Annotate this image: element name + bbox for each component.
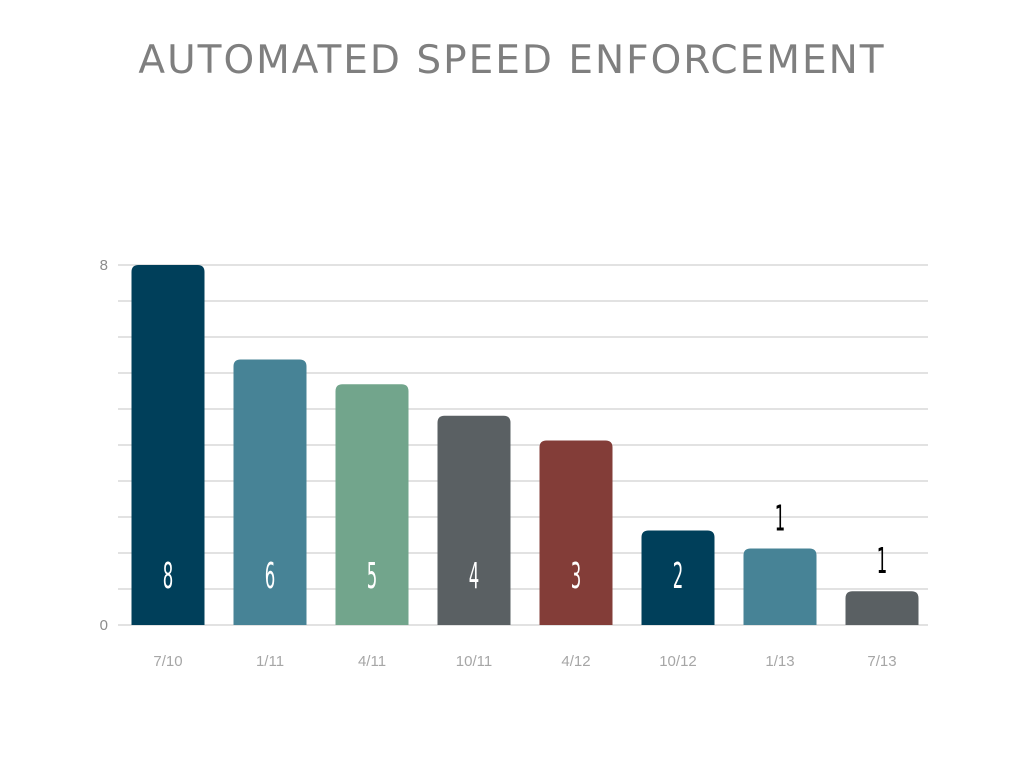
bar-10-11 [437,415,511,625]
bar-1-13 [743,548,817,625]
data-labels: 8 6 5 4 3 2 1 1 [163,497,888,597]
x-tick-label: 1/11 [256,653,284,670]
x-axis: 7/10 1/11 4/11 10/11 4/12 10/12 1/13 7/13 [153,653,896,670]
data-label: 4 [469,555,480,597]
x-tick-label: 4/12 [561,653,590,670]
x-tick-label: 7/13 [867,653,896,670]
y-tick-label: 0 [100,617,108,634]
bar-4-12 [539,440,613,625]
bar-7-13 [845,591,919,625]
bar-1-11 [233,359,307,625]
bar-4-11 [335,384,409,625]
data-label: 1 [877,540,888,582]
y-axis: 08 [100,257,108,634]
x-tick-label: 10/11 [456,653,492,670]
data-label: 6 [265,555,276,597]
data-label: 5 [367,555,378,597]
data-label: 2 [673,555,684,597]
data-label: 3 [571,555,582,597]
data-label: 8 [163,555,174,597]
y-tick-label: 8 [100,257,108,274]
chart-title: AUTOMATED SPEED ENFORCEMENT [138,38,886,83]
x-tick-label: 4/11 [358,653,386,670]
bar-10-12 [641,530,715,625]
x-tick-label: 10/12 [659,653,697,670]
x-tick-label: 1/13 [765,653,794,670]
data-label: 1 [775,497,786,539]
bar-7-10 [131,265,205,625]
bars [131,265,919,625]
x-tick-label: 7/10 [153,653,182,670]
